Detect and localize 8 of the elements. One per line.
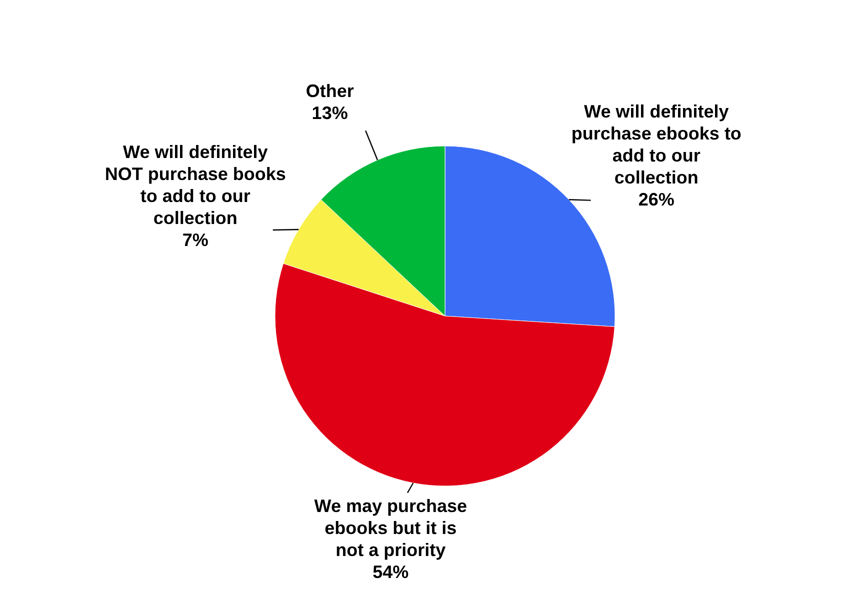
slice-label: We will definitely purchase ebooks to add to our collection	[571, 102, 742, 188]
data-label: 26%	[638, 190, 674, 210]
slice-label: We will definitely NOT purchase books to add to our collection	[104, 142, 286, 228]
data-label: 13%	[312, 102, 348, 123]
data-label: 7%	[182, 230, 208, 250]
slice-label: Other	[306, 80, 354, 101]
data-label: 54%	[372, 562, 409, 582]
slice-label: We may purchase ebooks but it is not a priority	[314, 496, 468, 560]
